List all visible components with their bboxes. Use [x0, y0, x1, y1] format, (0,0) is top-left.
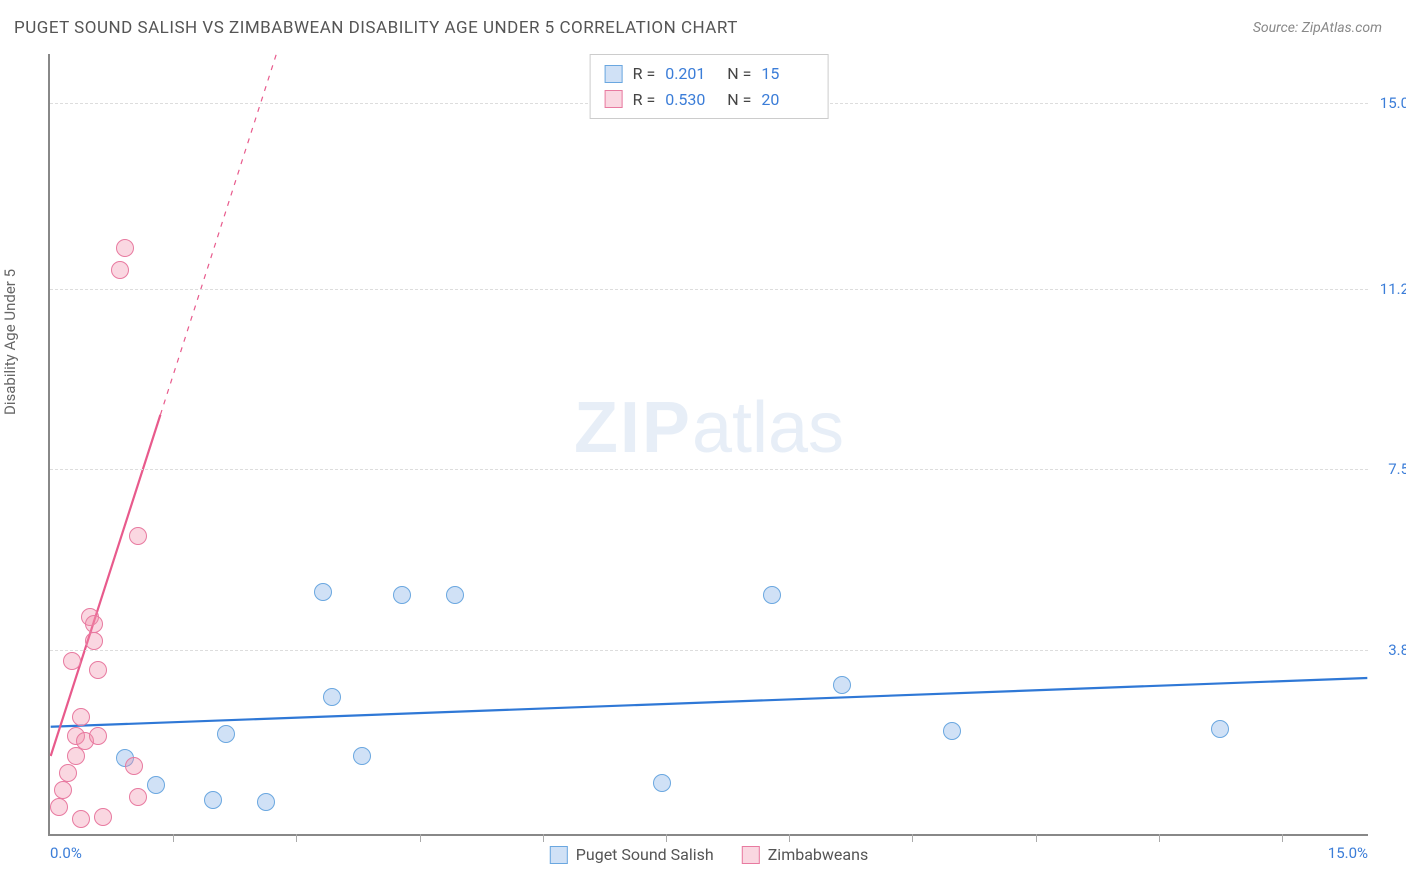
- source-label: Source: ZipAtlas.com: [1253, 20, 1382, 36]
- x-tick-min: 0.0%: [50, 844, 82, 862]
- stat-r-label: R =: [633, 87, 656, 113]
- trend-line: [51, 678, 1368, 727]
- scatter-point: [111, 261, 129, 279]
- x-tick-mark: [1282, 834, 1283, 842]
- x-tick-mark: [1159, 834, 1160, 842]
- scatter-point: [129, 527, 147, 545]
- stats-row: R = 0.201 N = 15: [605, 61, 814, 87]
- x-tick-mark: [296, 834, 297, 842]
- stats-legend-box: R = 0.201 N = 15 R = 0.530 N = 20: [590, 54, 829, 119]
- y-axis-label: Disability Age Under 5: [1, 269, 19, 415]
- scatter-point: [763, 586, 781, 604]
- stat-n-label: N =: [727, 87, 751, 113]
- legend-swatch: [742, 846, 760, 864]
- stat-n-label: N =: [727, 61, 751, 87]
- scatter-point: [314, 583, 332, 601]
- stat-r-value: 0.530: [665, 87, 717, 113]
- x-tick-max: 15.0%: [1328, 844, 1368, 862]
- legend-label: Zimbabweans: [768, 845, 868, 864]
- scatter-point: [50, 798, 68, 816]
- stat-r-value: 0.201: [665, 61, 717, 87]
- scatter-point: [204, 791, 222, 809]
- scatter-point: [59, 764, 77, 782]
- scatter-point: [1211, 720, 1229, 738]
- scatter-point: [94, 808, 112, 826]
- stat-n-value: 20: [761, 87, 813, 113]
- scatter-point: [217, 725, 235, 743]
- legend-item: Puget Sound Salish: [550, 845, 714, 864]
- legend-swatch: [550, 846, 568, 864]
- y-tick-label: 3.8%: [1370, 641, 1406, 659]
- chart-area: ZIPatlas 3.8%7.5%11.2%15.0% 0.0% 15.0% R…: [48, 54, 1368, 836]
- scatter-point: [72, 708, 90, 726]
- stat-n-value: 15: [761, 61, 813, 87]
- scatter-point: [653, 774, 671, 792]
- trend-line-dashed: [160, 54, 276, 415]
- trend-lines-layer: [50, 54, 1368, 834]
- stat-r-label: R =: [633, 61, 656, 87]
- x-tick-mark: [173, 834, 174, 842]
- scatter-point: [446, 586, 464, 604]
- bottom-legend: Puget Sound Salish Zimbabweans: [550, 845, 868, 864]
- scatter-point: [353, 747, 371, 765]
- stats-row: R = 0.530 N = 20: [605, 87, 814, 113]
- scatter-point: [943, 722, 961, 740]
- scatter-point: [257, 793, 275, 811]
- legend-swatch: [605, 65, 623, 83]
- scatter-point: [125, 757, 143, 775]
- x-tick-mark: [1036, 834, 1037, 842]
- x-tick-mark: [666, 834, 667, 842]
- x-tick-mark: [912, 834, 913, 842]
- scatter-point: [116, 239, 134, 257]
- x-tick-mark: [789, 834, 790, 842]
- gridline-h: [50, 289, 1368, 290]
- legend-swatch: [605, 90, 623, 108]
- y-tick-label: 15.0%: [1370, 94, 1406, 112]
- chart-title: PUGET SOUND SALISH VS ZIMBABWEAN DISABIL…: [14, 18, 738, 38]
- scatter-point: [323, 688, 341, 706]
- scatter-point: [89, 661, 107, 679]
- y-tick-label: 7.5%: [1370, 460, 1406, 478]
- scatter-point: [89, 727, 107, 745]
- scatter-point: [147, 776, 165, 794]
- legend-label: Puget Sound Salish: [576, 845, 714, 864]
- trend-line: [51, 415, 161, 756]
- scatter-point: [85, 615, 103, 633]
- scatter-point: [393, 586, 411, 604]
- scatter-point: [72, 810, 90, 828]
- scatter-point: [54, 781, 72, 799]
- legend-item: Zimbabweans: [742, 845, 868, 864]
- scatter-point: [129, 788, 147, 806]
- scatter-point: [833, 676, 851, 694]
- x-tick-mark: [543, 834, 544, 842]
- scatter-point: [85, 632, 103, 650]
- scatter-point: [63, 652, 81, 670]
- gridline-h: [50, 469, 1368, 470]
- y-tick-label: 11.2%: [1370, 280, 1406, 298]
- x-tick-mark: [420, 834, 421, 842]
- gridline-h: [50, 650, 1368, 651]
